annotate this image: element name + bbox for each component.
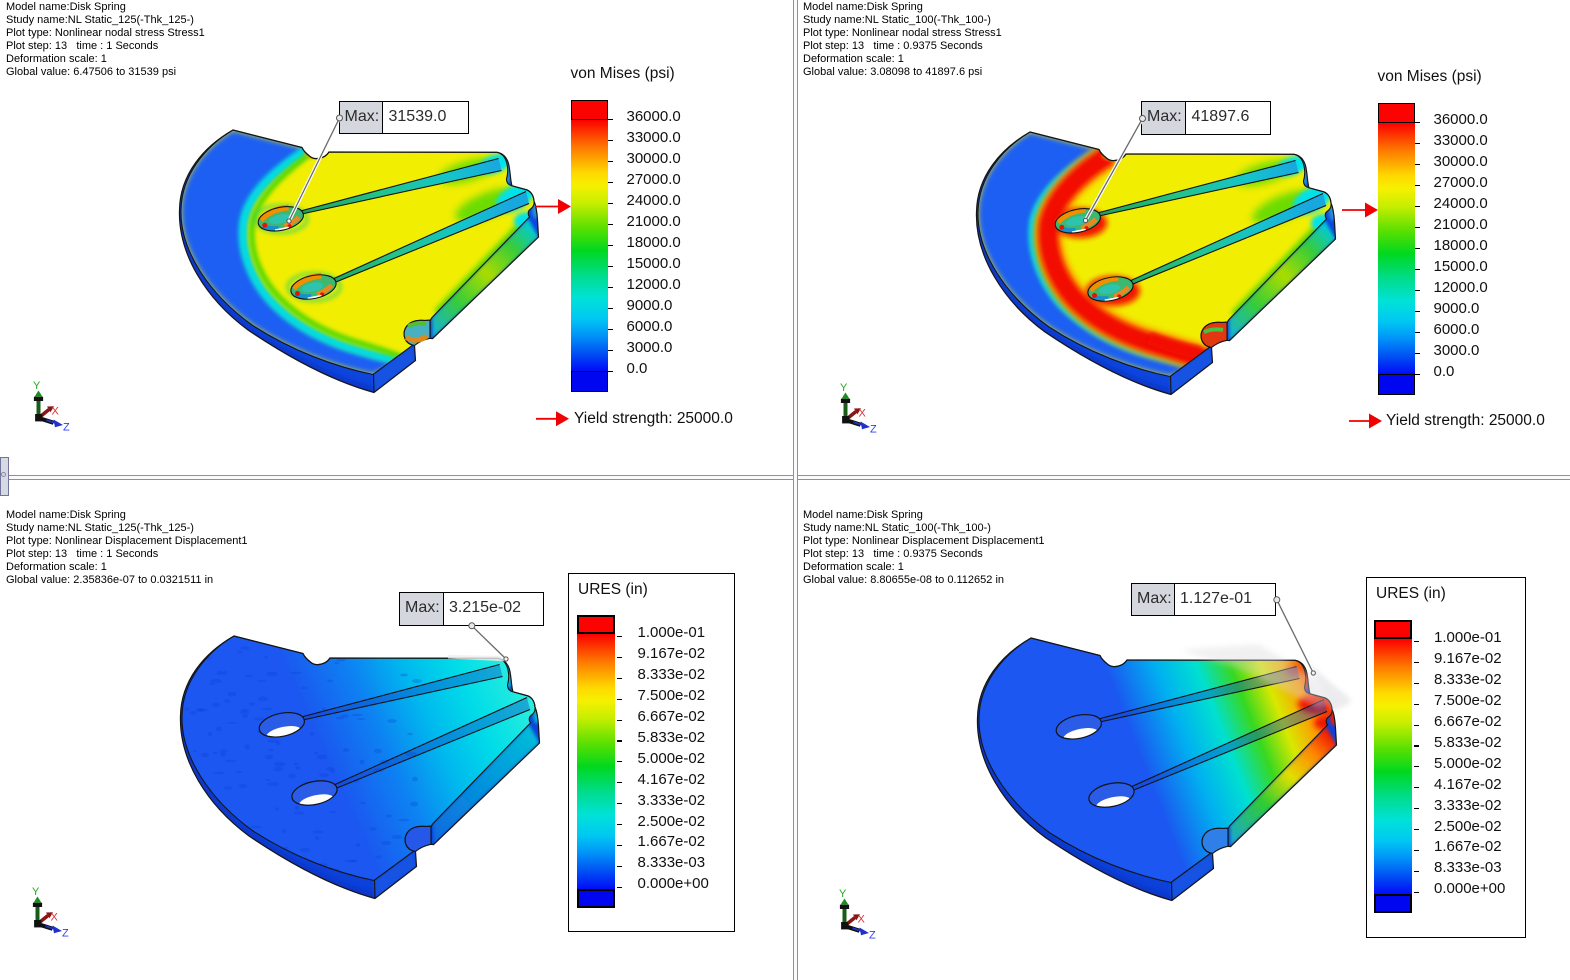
svg-text:Z: Z xyxy=(870,424,877,436)
svg-text:X: X xyxy=(858,914,866,926)
svg-text:Y: Y xyxy=(839,888,847,900)
svg-text:X: X xyxy=(51,912,59,924)
svg-text:X: X xyxy=(859,408,867,420)
svg-text:X: X xyxy=(52,406,60,418)
svg-text:Y: Y xyxy=(840,382,848,394)
svg-text:Z: Z xyxy=(869,930,876,942)
svg-text:Y: Y xyxy=(33,380,41,392)
svg-text:Y: Y xyxy=(32,886,40,898)
svg-text:Z: Z xyxy=(63,422,70,434)
svg-text:Z: Z xyxy=(62,928,69,940)
